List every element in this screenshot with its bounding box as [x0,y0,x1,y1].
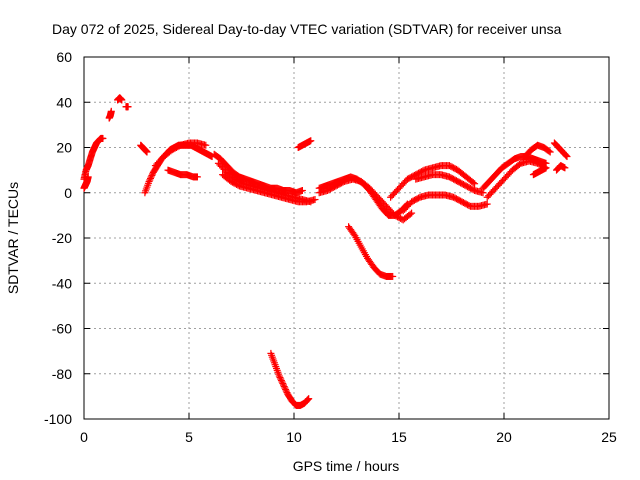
data-point [118,96,126,104]
y-tick-label: -40 [52,275,72,291]
data-point [307,137,315,145]
data-point [546,148,554,156]
chart-title: Day 072 of 2025, Sidereal Day-to-day VTE… [52,21,562,37]
y-tick-label: 0 [64,185,72,201]
x-axis-label: GPS time / hours [293,458,400,474]
data-point [304,395,312,403]
data-point [148,171,156,179]
data-point [542,164,550,172]
data-point [561,164,569,172]
data-point [280,381,287,389]
axis-ticks: 0 5 10 15 20 25 -100 -80 -60 -40 -20 0 20 40 60 [44,49,617,445]
y-tick-label: 60 [56,49,72,65]
data-point [303,396,311,404]
data-point [298,186,306,194]
data-point [276,374,284,382]
data-point [107,107,115,115]
data-point [406,210,414,218]
data-point [143,148,151,156]
data-point [389,272,397,280]
data-point [545,147,553,155]
x-tick-label: 10 [286,429,302,445]
data-points [80,94,571,409]
data-point [99,134,107,142]
data-point [280,383,288,391]
data-point [562,151,570,159]
x-tick-label: 5 [185,429,193,445]
data-point [311,196,319,204]
y-tick-label: -60 [52,321,72,337]
data-point [193,173,201,181]
data-point [408,209,416,217]
data-point [124,103,132,111]
y-tick-label: -20 [52,230,72,246]
x-tick-label: 25 [601,429,617,445]
data-point [147,174,154,182]
x-tick-label: 20 [496,429,512,445]
y-tick-label: -80 [52,366,72,382]
data-point [279,380,287,388]
data-point [563,153,571,161]
data-point [471,180,479,188]
data-point [277,377,285,385]
data-point [278,378,286,386]
y-tick-label: -100 [44,411,72,427]
y-tick-label: 40 [56,94,72,110]
data-point [275,372,283,380]
data-point [202,141,210,149]
data-point [281,384,289,392]
data-point [562,152,570,160]
x-tick-label: 15 [391,429,407,445]
data-point [469,179,477,187]
x-tick-label: 0 [80,429,88,445]
data-point [147,173,155,181]
data-point [483,200,491,208]
data-point [145,177,153,185]
data-point [146,176,154,184]
data-point [305,395,313,403]
data-point [277,375,285,383]
grid [84,57,609,419]
y-axis-label: SDTVAR / TECUs [5,182,21,294]
data-point [282,386,290,394]
data-point [84,173,92,181]
data-point [282,387,290,395]
y-tick-label: 20 [56,140,72,156]
